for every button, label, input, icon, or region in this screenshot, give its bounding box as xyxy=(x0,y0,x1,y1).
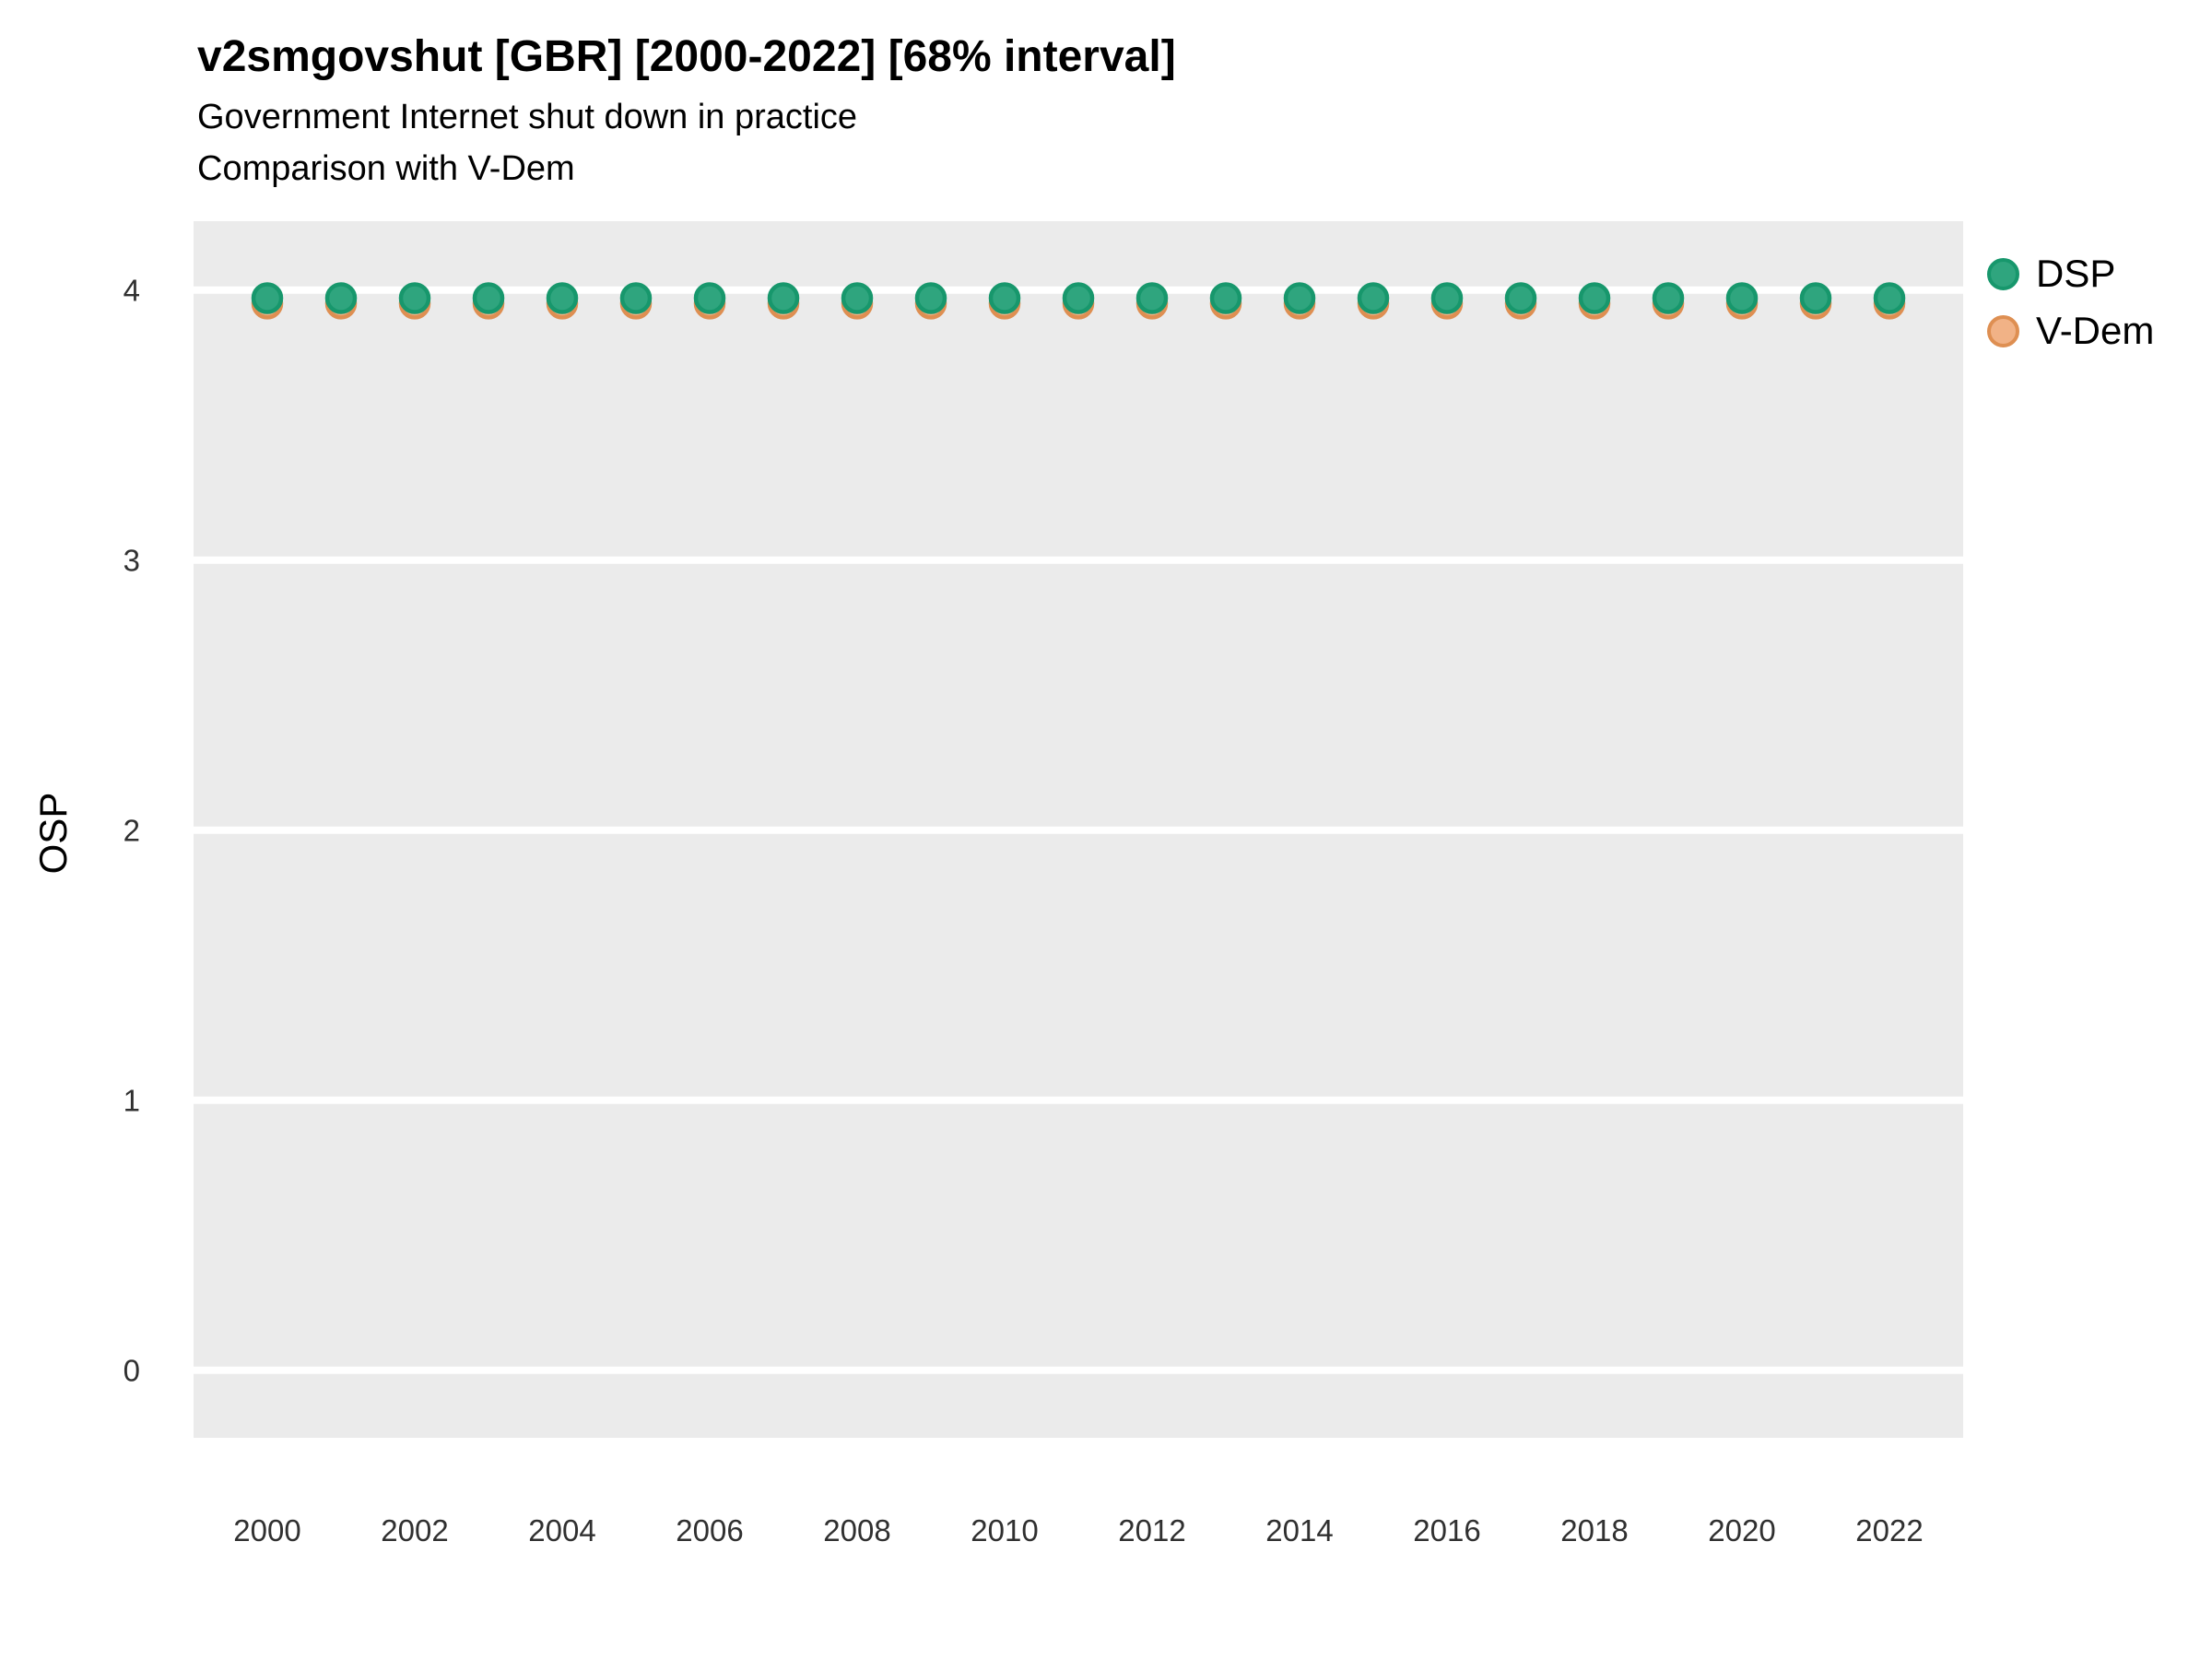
legend: DSP V-Dem xyxy=(1987,252,2155,352)
dsp-point-2022 xyxy=(1873,282,1906,314)
x-tick-label-2014: 2014 xyxy=(1265,1513,1333,1547)
x-tick-label-2016: 2016 xyxy=(1413,1513,1480,1547)
chart-subtitle: Government Internet shut down in practic… xyxy=(197,98,858,136)
dsp-point-2000 xyxy=(251,282,284,314)
dsp-point-icon xyxy=(1987,257,2019,290)
chart-comparison-note: Comparison with V-Dem xyxy=(197,149,575,188)
x-tick-label-2002: 2002 xyxy=(381,1513,448,1547)
dsp-point-2009 xyxy=(914,282,947,314)
dsp-point-2017 xyxy=(1504,282,1537,314)
dsp-point-2007 xyxy=(767,282,800,314)
x-tick-label-2020: 2020 xyxy=(1708,1513,1775,1547)
y-tick-label-0: 0 xyxy=(124,1354,140,1388)
legend-label-vdem: V-Dem xyxy=(2036,309,2155,352)
data-points-group xyxy=(251,282,1906,320)
dsp-point-2020 xyxy=(1725,282,1759,314)
vdem-point-icon xyxy=(1987,314,2019,347)
dsp-point-2011 xyxy=(1062,282,1095,314)
y-tick-label-1: 1 xyxy=(124,1084,140,1118)
y-tick-label-3: 3 xyxy=(124,544,140,578)
dsp-point-2018 xyxy=(1578,282,1611,314)
dsp-point-2010 xyxy=(988,282,1021,314)
x-tick-label-2008: 2008 xyxy=(823,1513,890,1547)
x-tick-label-2018: 2018 xyxy=(1560,1513,1628,1547)
y-tick-label-4: 4 xyxy=(124,274,140,308)
dsp-point-2012 xyxy=(1135,282,1169,314)
x-tick-label-2010: 2010 xyxy=(971,1513,1038,1547)
dsp-point-2016 xyxy=(1430,282,1464,314)
dsp-point-2004 xyxy=(546,282,579,314)
chart-title: v2smgovshut [GBR] [2000-2022] [68% inter… xyxy=(197,32,1176,81)
axis-tick-labels-group: 0 1 2 3 4 2000 2002 2004 2006 2008 2010 2012 2014 201… xyxy=(124,274,1924,1547)
x-tick-label-2006: 2006 xyxy=(676,1513,743,1547)
x-tick-label-2022: 2022 xyxy=(1855,1513,1923,1547)
dsp-point-2021 xyxy=(1799,282,1832,314)
dsp-point-2008 xyxy=(841,282,874,314)
legend-item-vdem[interactable]: V-Dem xyxy=(1987,309,2155,352)
dsp-point-2014 xyxy=(1283,282,1316,314)
legend-label-dsp: DSP xyxy=(2036,252,2116,295)
dsp-point-2003 xyxy=(472,282,505,314)
y-tick-label-2: 2 xyxy=(124,814,140,848)
dsp-point-2001 xyxy=(324,282,358,314)
dsp-point-2019 xyxy=(1652,282,1685,314)
dsp-point-2006 xyxy=(693,282,726,314)
dsp-point-2015 xyxy=(1357,282,1390,314)
dsp-point-2013 xyxy=(1209,282,1242,314)
dsp-point-2005 xyxy=(619,282,653,314)
x-tick-label-2000: 2000 xyxy=(233,1513,300,1547)
legend-item-dsp[interactable]: DSP xyxy=(1987,252,2154,295)
x-tick-label-2012: 2012 xyxy=(1118,1513,1185,1547)
x-tick-label-2004: 2004 xyxy=(528,1513,595,1547)
dsp-point-2002 xyxy=(398,282,431,314)
